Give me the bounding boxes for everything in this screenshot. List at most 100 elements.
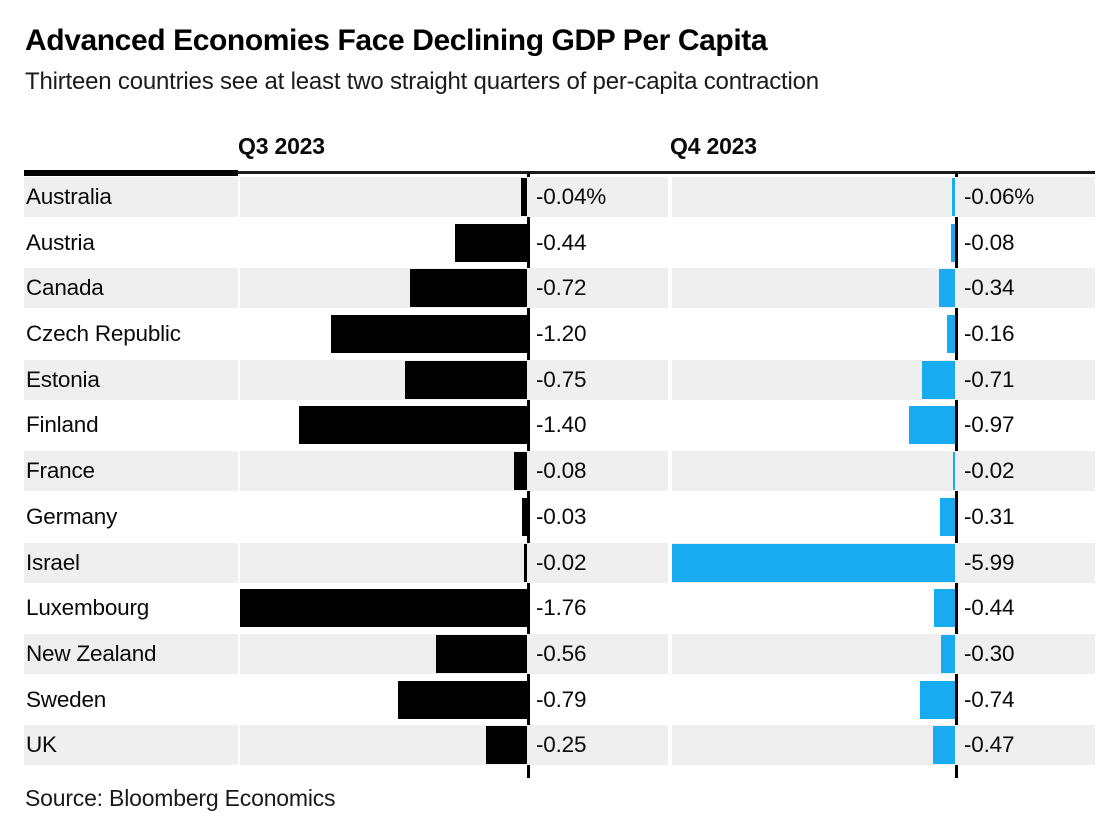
q3-2023-cell: -0.03 [240,497,668,537]
q3-2023-bar [522,497,527,536]
q4-2023-bar [932,726,955,765]
row-label: Czech Republic [26,321,181,347]
row-label: New Zealand [24,633,238,674]
q3-2023-bar [520,178,527,216]
q3-2023-bar [409,269,527,308]
q4-2023-bar [938,269,955,308]
q4-2023-cell: -0.06% [672,177,1095,217]
q4-2023-bar [947,315,955,354]
q3-2023-cell: -0.08 [240,451,668,492]
q4-2023-cell: -0.16 [672,314,1095,354]
value-label: -0.31 [964,503,1015,529]
q4-2023-bar [940,497,955,536]
value-label: -0.47 [964,732,1015,758]
q3-2023-cell: -0.79 [240,680,668,720]
q4-2023-bar [934,589,955,628]
source-note: Source: Bloomberg Economics [25,785,336,811]
value-label: -1.20 [536,321,587,347]
value-label: -1.76 [536,595,587,621]
q4-2023-bar [952,178,955,216]
value-label: -0.97 [964,412,1015,438]
row-label: Israel [24,542,238,583]
q3-2023-bar [514,452,527,491]
q3-2023-cell: -0.75 [240,359,668,400]
column-header-q3: Q3 2023 [238,133,325,159]
table-row: Australia -0.04% -0.06% [24,177,1095,217]
value-label: -0.72 [536,275,587,301]
q3-2023-cell: -0.25 [240,725,668,766]
value-label: -0.02 [536,549,587,575]
q4-2023-bar [940,634,955,673]
q3-2023-bar [455,223,527,262]
row-label: Finland [26,412,99,438]
q3-2023-cell: -1.20 [240,314,668,354]
chart-subtitle: Thirteen countries see at least two stra… [25,68,819,95]
q4-2023-bar [951,223,955,262]
row-label: Luxembourg [26,595,150,621]
q4-2023-cell: -0.71 [672,359,1095,400]
value-label: -0.71 [964,366,1015,392]
table-row: Estonia -0.75 -0.71 [24,359,1095,400]
q3-2023-cell: -1.40 [240,405,668,445]
value-label: -0.08 [536,458,587,484]
chart-title: Advanced Economies Face Declining GDP Pe… [25,24,768,57]
value-label: -0.75 [536,366,587,392]
value-label: -5.99 [964,549,1015,575]
q3-2023-bar [398,680,527,719]
value-label: -0.06% [964,184,1035,209]
value-label: -0.79 [536,686,587,712]
table-row: Czech Republic -1.20 -0.16 [24,314,1095,354]
table-row: Canada -0.72 -0.34 [24,268,1095,309]
table-row: Luxembourg -1.76 -0.44 [24,588,1095,628]
q4-2023-cell: -0.08 [672,223,1095,263]
q3-2023-bar [404,360,527,399]
value-label: -0.34 [964,275,1015,301]
q3-2023-bar [240,589,527,628]
table-row: Israel -0.02 -5.99 [24,542,1095,583]
q4-2023-cell: -0.34 [672,268,1095,309]
q4-2023-bar [909,406,955,445]
value-label: -0.16 [964,321,1015,347]
q3-2023-cell: -0.56 [240,633,668,674]
value-label: -0.44 [536,229,587,255]
q3-2023-bar [331,315,527,354]
value-label: -0.02 [964,458,1015,484]
table-row: UK -0.25 -0.47 [24,725,1095,766]
q3-2023-cell: -0.04% [240,177,668,217]
value-label: -0.74 [964,686,1015,712]
q3-2023-bar [486,726,527,765]
value-label: -0.03 [536,503,587,529]
value-label: -0.30 [964,640,1015,666]
header-rule-thin [238,171,1095,174]
q3-2023-cell: -0.72 [240,268,668,309]
q3-2023-bar [298,406,527,445]
value-label: -0.08 [964,229,1015,255]
q4-2023-cell: -0.47 [672,725,1095,766]
row-label: Germany [26,503,118,529]
row-label: Sweden [26,686,107,712]
table-row: New Zealand -0.56 -0.30 [24,633,1095,674]
row-label: Estonia [24,359,238,400]
table-row: France -0.08 -0.02 [24,451,1095,492]
row-label: Australia [24,177,238,217]
value-label: -0.04% [536,184,607,209]
table-row: Germany -0.03 -0.31 [24,497,1095,537]
q4-2023-cell: -5.99 [672,542,1095,583]
header-rule-thick [24,170,238,176]
q4-2023-cell: -0.31 [672,497,1095,537]
q4-2023-cell: -0.97 [672,405,1095,445]
column-header-q4: Q4 2023 [670,133,757,159]
table-rows: Australia -0.04% -0.06% Austria -0.44 -0.08 Ca… [24,173,1095,778]
q4-2023-bar [672,543,955,582]
value-label: -1.40 [536,412,587,438]
row-label: UK [24,725,238,766]
value-label: -0.56 [536,640,587,666]
q3-2023-cell: -0.02 [240,542,668,583]
q3-2023-cell: -0.44 [240,223,668,263]
row-label: France [24,451,238,492]
value-label: -0.44 [964,595,1015,621]
q4-2023-cell: -0.74 [672,680,1095,720]
row-label: Canada [24,268,238,309]
value-label: -0.25 [536,732,587,758]
